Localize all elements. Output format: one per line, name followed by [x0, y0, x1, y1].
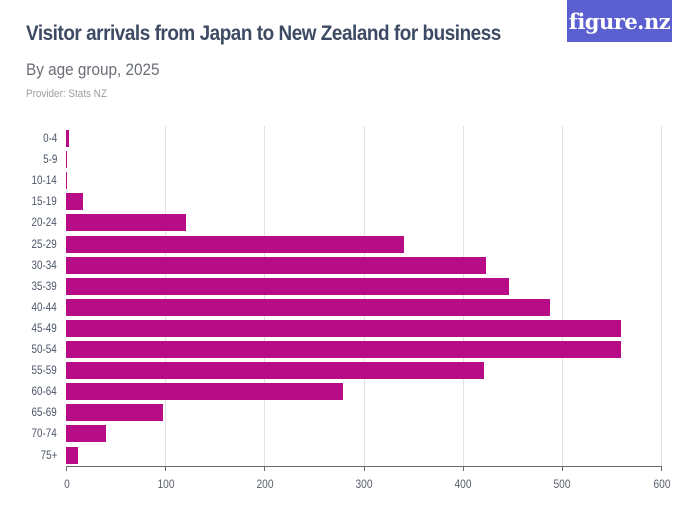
bar-60-64[interactable]: [66, 383, 343, 401]
x-tick-label: 200: [256, 477, 274, 491]
bar-35-39[interactable]: [66, 277, 510, 295]
x-tick-label: 300: [355, 477, 373, 491]
y-category-label: 25-29: [31, 236, 57, 251]
gridline: [363, 126, 365, 466]
bar-20-24[interactable]: [66, 214, 186, 232]
bar-70-74[interactable]: [66, 425, 106, 443]
x-tick: [462, 466, 464, 471]
x-tick: [363, 466, 365, 471]
x-tick: [66, 466, 67, 471]
y-category-label: 5-9: [42, 152, 57, 167]
x-tick-label: 100: [157, 477, 175, 491]
x-tick-label: 500: [553, 477, 571, 491]
bar-55-59[interactable]: [66, 362, 485, 380]
chart-title: Visitor arrivals from Japan to New Zeala…: [26, 22, 501, 45]
x-tick: [561, 466, 563, 471]
plot-area: [66, 126, 662, 466]
y-category-label: 40-44: [31, 299, 57, 314]
gridline: [264, 126, 266, 466]
bar-50-54[interactable]: [66, 341, 622, 358]
bar-40-44[interactable]: [66, 298, 550, 316]
y-category-label: 70-74: [31, 426, 57, 441]
x-tick: [165, 466, 167, 471]
gridline: [165, 126, 167, 466]
bar-5-9[interactable]: [66, 151, 67, 169]
y-category-label: 60-64: [31, 384, 57, 399]
bar-45-49[interactable]: [66, 319, 622, 337]
y-category-label: 65-69: [31, 405, 57, 420]
x-tick-label: 400: [454, 477, 472, 491]
y-category-label: 20-24: [31, 215, 57, 230]
provider-note: Provider: Stats NZ: [26, 88, 107, 100]
y-category-label: 55-59: [31, 363, 57, 378]
bar-10-14[interactable]: [66, 172, 67, 190]
x-tick: [264, 466, 266, 471]
y-category-label: 50-54: [31, 342, 57, 356]
x-tick-label: 0: [63, 477, 70, 491]
x-tick: [661, 466, 662, 471]
gridline: [661, 126, 662, 466]
chart-subtitle: By age group, 2025: [26, 60, 160, 79]
bar-30-34[interactable]: [66, 256, 487, 274]
y-category-label: 10-14: [31, 173, 57, 188]
y-category-label: 30-34: [31, 257, 57, 272]
gridline: [462, 126, 464, 466]
y-category-label: 15-19: [31, 194, 57, 209]
x-tick-label: 600: [652, 477, 671, 491]
figure-nz-logo[interactable]: figure.nz: [567, 0, 672, 42]
bar-25-29[interactable]: [66, 235, 405, 253]
bar-15-19[interactable]: [66, 193, 83, 211]
bar-75+[interactable]: [66, 446, 78, 464]
y-category-label: 45-49: [31, 320, 57, 335]
y-category-label: 75+: [40, 447, 57, 462]
bar-0-4[interactable]: [66, 130, 69, 147]
y-category-label: 35-39: [31, 278, 57, 293]
bar-65-69[interactable]: [66, 404, 164, 422]
y-category-label: 0-4: [42, 131, 57, 145]
gridline: [561, 126, 563, 466]
